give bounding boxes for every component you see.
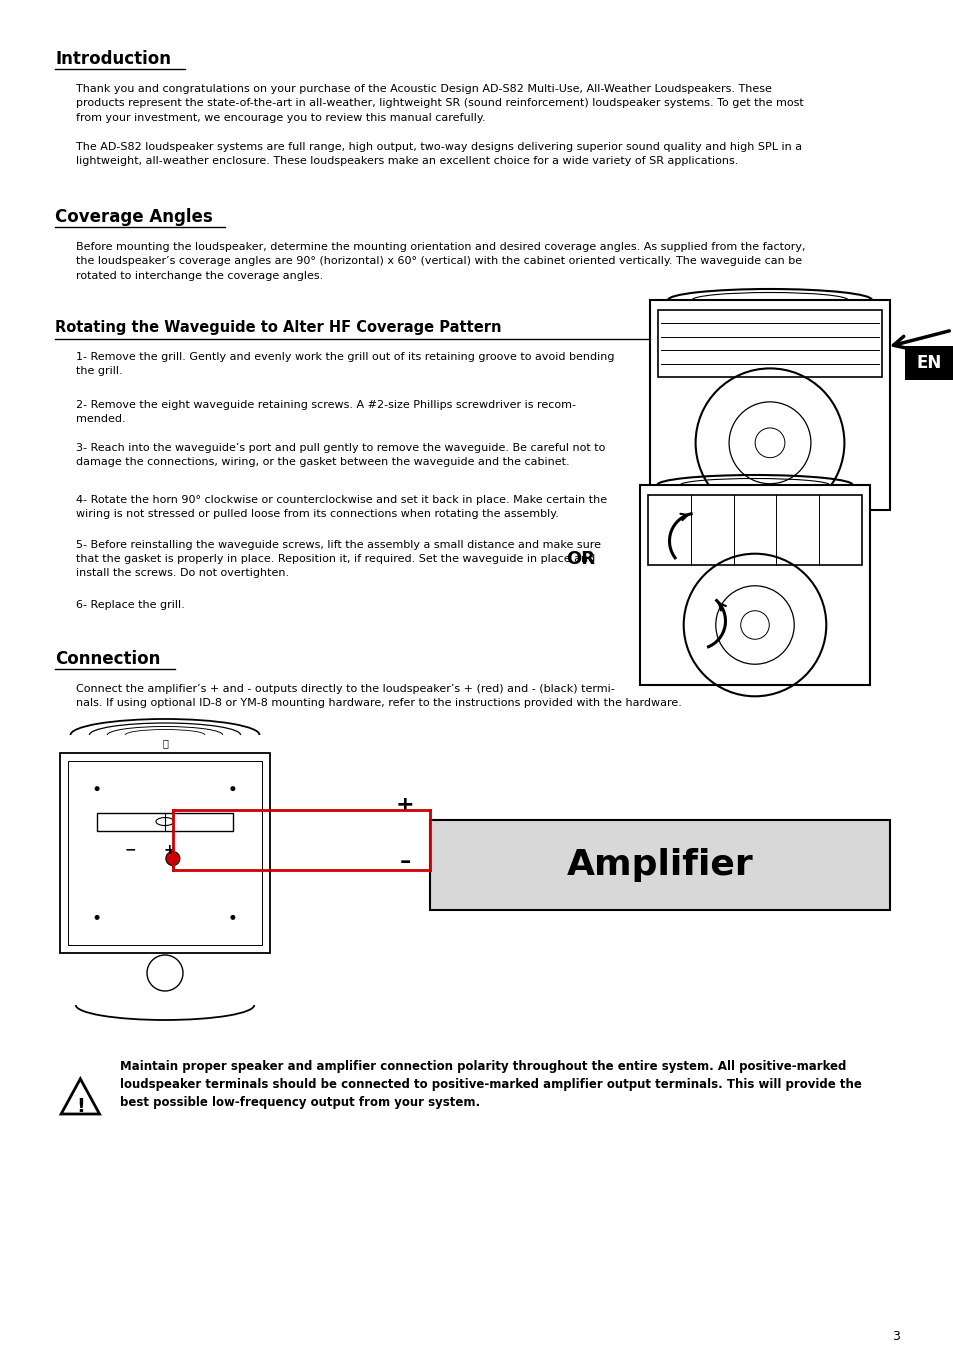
Text: The AD-S82 loudspeaker systems are full range, high output, two-way designs deli: The AD-S82 loudspeaker systems are full …: [76, 142, 801, 166]
Text: ⚿: ⚿: [162, 738, 168, 748]
Circle shape: [94, 786, 99, 792]
Text: EN: EN: [916, 354, 941, 372]
Bar: [658, 309, 882, 377]
Bar: [639, 485, 869, 685]
Bar: [430, 820, 889, 911]
Bar: [904, 346, 953, 380]
Text: −: −: [124, 843, 135, 857]
Text: Connect the amplifier’s + and - outputs directly to the loudspeaker’s + (red) an: Connect the amplifier’s + and - outputs …: [76, 684, 681, 708]
Text: Amplifier: Amplifier: [566, 848, 753, 882]
Text: –: –: [399, 852, 410, 871]
Text: +: +: [163, 843, 174, 857]
Circle shape: [166, 851, 180, 866]
Text: +: +: [395, 794, 414, 815]
Circle shape: [231, 915, 235, 920]
Text: 4- Rotate the horn 90° clockwise or counterclockwise and set it back in place. M: 4- Rotate the horn 90° clockwise or coun…: [76, 494, 607, 519]
Text: 5- Before reinstalling the waveguide screws, lift the assembly a small distance : 5- Before reinstalling the waveguide scr…: [76, 540, 600, 578]
Text: 6- Replace the grill.: 6- Replace the grill.: [76, 600, 185, 611]
Text: 3- Reach into the waveguide’s port and pull gently to remove the waveguide. Be c: 3- Reach into the waveguide’s port and p…: [76, 443, 605, 467]
Polygon shape: [61, 1079, 99, 1115]
Text: Rotating the Waveguide to Alter HF Coverage Pattern: Rotating the Waveguide to Alter HF Cover…: [55, 320, 501, 335]
Text: Connection: Connection: [55, 650, 160, 667]
Circle shape: [231, 786, 235, 792]
Text: !: !: [76, 1097, 85, 1116]
Text: 3: 3: [891, 1329, 899, 1343]
Bar: [68, 761, 262, 944]
Bar: [97, 812, 233, 831]
Bar: [649, 300, 889, 509]
Text: Coverage Angles: Coverage Angles: [55, 208, 213, 226]
Text: Thank you and congratulations on your purchase of the Acoustic Design AD-S82 Mul: Thank you and congratulations on your pu…: [76, 84, 803, 123]
Bar: [60, 753, 270, 952]
Text: Before mounting the loudspeaker, determine the mounting orientation and desired : Before mounting the loudspeaker, determi…: [76, 242, 805, 281]
Text: 2- Remove the eight waveguide retaining screws. A #2-size Phillips screwdriver i: 2- Remove the eight waveguide retaining …: [76, 400, 576, 424]
Text: Maintain proper speaker and amplifier connection polarity throughout the entire : Maintain proper speaker and amplifier co…: [120, 1061, 862, 1109]
Circle shape: [94, 915, 99, 920]
Circle shape: [147, 955, 183, 992]
Bar: [647, 494, 862, 565]
Text: Introduction: Introduction: [55, 50, 172, 68]
Text: 1- Remove the grill. Gently and evenly work the grill out of its retaining groov: 1- Remove the grill. Gently and evenly w…: [76, 353, 614, 376]
Text: OR: OR: [565, 550, 595, 567]
